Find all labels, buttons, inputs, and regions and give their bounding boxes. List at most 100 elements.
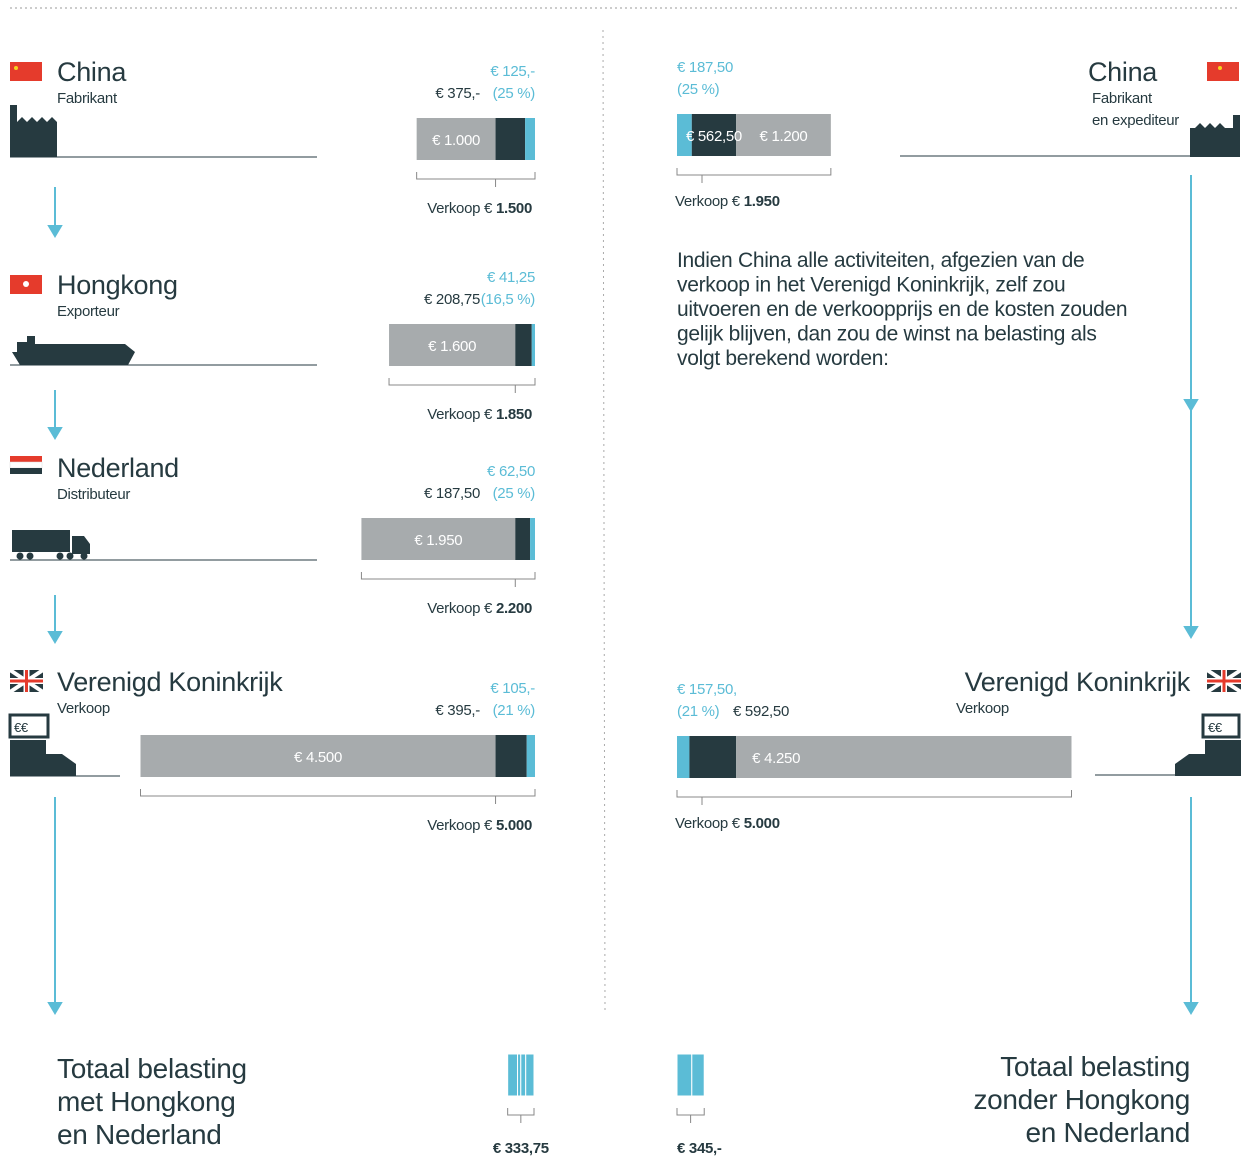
bar-segment	[515, 324, 532, 366]
note-line: gelijk blijven, dan zou de winst na bela…	[677, 323, 1097, 346]
bar-segment	[525, 118, 535, 160]
role: Verkoop	[57, 700, 110, 717]
role: Fabrikant	[1092, 90, 1153, 107]
bracket	[416, 172, 536, 187]
percent: (25 %)	[677, 81, 720, 98]
note-line: uitvoeren en de verkoopprijs en de koste…	[677, 298, 1127, 321]
sale-prefix: Verkoop €	[675, 193, 741, 210]
role: Fabrikant	[57, 90, 118, 107]
bar-segment	[531, 324, 535, 366]
percent: (25 %)	[493, 85, 536, 102]
sale-prefix: Verkoop €	[427, 406, 493, 423]
total-segment	[676, 1053, 693, 1097]
bar-segment	[691, 114, 737, 156]
value-label: € 1.950	[414, 532, 462, 549]
factory-icon	[10, 105, 57, 157]
total-segment	[507, 1053, 519, 1097]
percent: (21 %)	[493, 702, 536, 719]
flag-china	[1207, 62, 1239, 81]
value-label: € 395,-	[435, 702, 480, 719]
value-label: € 4.250	[752, 750, 800, 767]
value-label: € 4.500	[294, 749, 342, 766]
register-icon: €€	[1175, 713, 1241, 776]
total-title: Totaal belasting	[57, 1053, 247, 1084]
value-label: € 1.600	[428, 338, 476, 355]
svg-text:€€: €€	[14, 720, 29, 735]
sale-label: Verkoop € 2.200	[427, 600, 532, 617]
total-title: met Hongkong	[57, 1086, 236, 1117]
sale-value: 5.000	[744, 815, 780, 832]
bar-segment	[416, 118, 496, 160]
total-title: en Nederland	[57, 1119, 222, 1150]
total-label: € 333,75	[493, 1140, 549, 1156]
flag-china	[10, 62, 42, 81]
value-label: € 1.200	[760, 128, 808, 145]
sale-prefix: Verkoop €	[427, 817, 493, 834]
bracket	[507, 1108, 535, 1123]
bar-segment	[361, 518, 516, 560]
flag-netherlands	[9, 456, 43, 474]
sale-label: Verkoop € 1.950	[675, 193, 780, 210]
bracket	[676, 1108, 705, 1123]
sale-value: 1.500	[496, 200, 532, 217]
flag-uk	[8, 668, 45, 694]
flags	[8, 62, 1243, 694]
register-icon: €€	[8, 713, 76, 776]
bar-segment	[677, 114, 692, 156]
country: Verenigd Koninkrijk	[57, 667, 283, 697]
total-title: Totaal belasting	[1000, 1051, 1190, 1082]
sale-value: 2.200	[496, 600, 532, 617]
sale-label: Verkoop € 5.000	[427, 817, 532, 834]
bracket	[676, 168, 832, 183]
value-label: € 187,50	[424, 485, 480, 502]
bar-segment	[736, 736, 1072, 778]
bar-segment	[140, 735, 496, 777]
factory-icon	[1190, 115, 1240, 157]
bar-segment	[515, 518, 531, 560]
value-label: € 562,50	[686, 128, 742, 145]
bar-segment	[530, 518, 535, 560]
percent: (16,5 %)	[481, 291, 536, 308]
total-title: en Nederland	[1025, 1117, 1190, 1148]
value-label: € 375,-	[435, 85, 480, 102]
role: en expediteur	[1092, 112, 1179, 129]
sale-prefix: Verkoop €	[427, 200, 493, 217]
bar-segment	[736, 114, 831, 156]
truck-icon	[12, 530, 90, 560]
sale-prefix: Verkoop €	[427, 600, 493, 617]
country: Verenigd Koninkrijk	[965, 667, 1191, 697]
sale-label: Verkoop € 1.850	[427, 406, 532, 423]
value-label: € 187,50	[677, 59, 733, 76]
value-label: € 592,50	[733, 703, 789, 720]
percent: (25 %)	[493, 485, 536, 502]
bracket	[360, 572, 536, 587]
total-label: € 345,-	[677, 1140, 722, 1156]
value-label: € 1.000	[432, 132, 480, 149]
sale-label: Verkoop € 5.000	[675, 815, 780, 832]
note-line: Indien China alle activiteiten, afgezien…	[677, 249, 1084, 272]
svg-text:€€: €€	[1208, 720, 1223, 735]
icons: €€ €€	[8, 105, 1241, 776]
bar-segment	[689, 736, 737, 778]
baselines	[10, 155, 1190, 777]
bar-segment	[677, 736, 690, 778]
total-segment	[691, 1053, 705, 1097]
ship-icon	[12, 336, 135, 365]
role: Verkoop	[956, 700, 1009, 717]
note-line: verkoop in het Verenigd Koninkrijk, zelf…	[677, 274, 1065, 297]
value-label: € 208,75	[424, 291, 480, 308]
bar-segment	[495, 118, 526, 160]
value-label: € 41,25	[487, 269, 535, 286]
sale-value: 1.950	[744, 193, 780, 210]
value-label: € 157,50,	[677, 681, 737, 698]
sale-value: 5.000	[496, 817, 532, 834]
country: China	[1088, 57, 1158, 87]
bracket	[676, 790, 1072, 805]
bar-segment	[495, 735, 527, 777]
flag-uk	[1205, 668, 1243, 694]
country: Nederland	[57, 453, 179, 483]
total-segment	[520, 1053, 527, 1097]
value-label: € 105,-	[490, 680, 535, 697]
bracket	[388, 378, 536, 393]
note-line: volgt berekend worden:	[677, 347, 889, 370]
